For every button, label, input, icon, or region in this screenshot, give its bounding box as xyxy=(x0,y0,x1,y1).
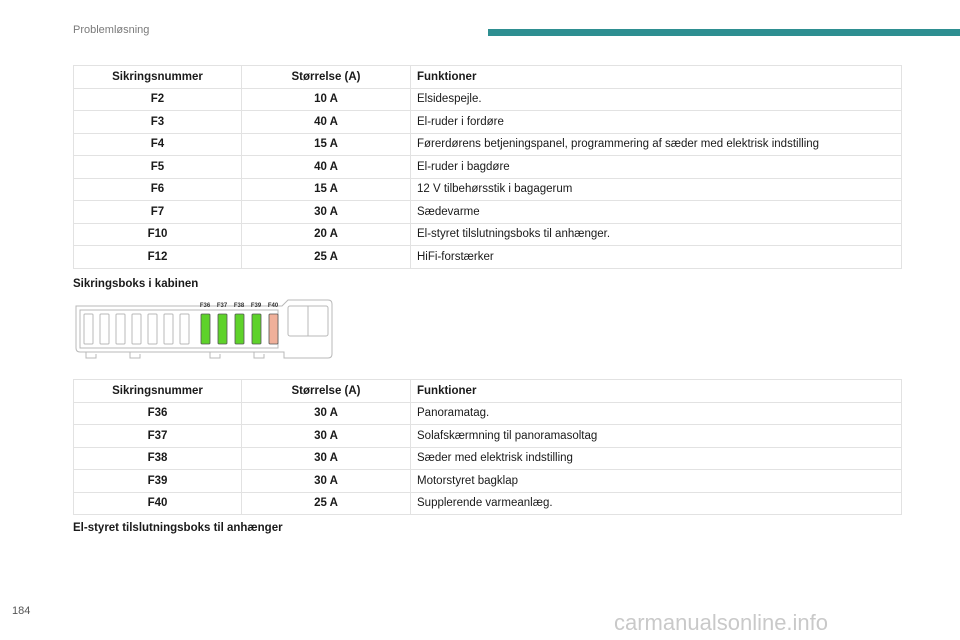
table-row: F6 15 A 12 V tilbehørsstik i bagagerum xyxy=(73,177,902,201)
fuse-function: Førerdørens betjeningspanel, programmeri… xyxy=(410,132,902,156)
fuse-label: F38 xyxy=(234,303,245,309)
fuse-number: F38 xyxy=(73,446,242,470)
fuse-table-cabin: Sikringsnummer Størrelse (A) Funktioner … xyxy=(73,379,902,515)
cabin-fusebox-diagram: F36 F37 F38 F39 F40 xyxy=(75,299,333,359)
fuse-label: F39 xyxy=(251,303,262,309)
fuse-number: F40 xyxy=(73,491,242,515)
table-row: F10 20 A El-styret tilslutningsboks til an… xyxy=(73,222,902,246)
fuse-size: 30 A xyxy=(241,446,411,470)
fuse-size: 10 A xyxy=(241,87,411,111)
fuse-number: F36 xyxy=(73,401,242,425)
fuse-label: F40 xyxy=(268,303,279,309)
fuse-function: Motorstyret bagklap xyxy=(410,469,902,493)
fuse-f40 xyxy=(268,313,279,345)
column-header: Sikringsnummer xyxy=(73,379,242,403)
watermark: carmanualsonline.info xyxy=(614,610,829,635)
fuse-function: HiFi-forstærker xyxy=(410,245,902,269)
table-row: F4 15 A Førerdørens betjeningspanel, progr… xyxy=(73,132,902,156)
table-row: F12 25 A HiFi-forstærker xyxy=(73,245,902,269)
fuse-number: F10 xyxy=(73,222,242,246)
table-row: F5 40 A El-ruder i bagdøre xyxy=(73,155,902,179)
fuse-f39 xyxy=(251,313,262,345)
fuse-function: Sædevarme xyxy=(410,200,902,224)
cabin-fusebox-heading: Sikringsboks i kabinen xyxy=(73,278,199,290)
fuse-function: 12 V tilbehørsstik i bagagerum xyxy=(410,177,902,201)
table-row: F36 30 A Panoramatag. xyxy=(73,401,902,425)
table-row: F7 30 A Sædevarme xyxy=(73,200,902,224)
fuse-label: F36 xyxy=(200,303,211,309)
fuse-function: Elsidespejle. xyxy=(410,87,902,111)
table-row: F38 30 A Sæder med elektrisk indstilling xyxy=(73,446,902,470)
fuse-size: 30 A xyxy=(241,469,411,493)
fuse-size: 15 A xyxy=(241,132,411,156)
fuse-size: 40 A xyxy=(241,155,411,179)
fuse-number: F5 xyxy=(73,155,242,179)
trailer-box-heading: El-styret tilslutningsboks til anhænger xyxy=(73,522,283,534)
fuse-function: El-ruder i fordøre xyxy=(410,110,902,134)
fuse-number: F39 xyxy=(73,469,242,493)
fuse-label: F37 xyxy=(217,303,228,309)
fuse-size: 25 A xyxy=(241,245,411,269)
table-row: F3 40 A El-ruder i fordøre xyxy=(73,110,902,134)
table-header-row: Sikringsnummer Størrelse (A) Funktioner xyxy=(73,379,902,403)
fuse-number: F7 xyxy=(73,200,242,224)
fuse-f37 xyxy=(217,313,228,345)
fuse-number: F3 xyxy=(73,110,242,134)
table-header-row: Sikringsnummer Størrelse (A) Funktioner xyxy=(73,65,902,89)
fusebox-outline xyxy=(75,299,333,359)
fuse-number: F12 xyxy=(73,245,242,269)
column-header: Funktioner xyxy=(410,65,902,89)
column-header: Størrelse (A) xyxy=(241,379,411,403)
fuse-size: 20 A xyxy=(241,222,411,246)
fuse-size: 30 A xyxy=(241,424,411,448)
fuse-number: F6 xyxy=(73,177,242,201)
fuse-function: El-ruder i bagdøre xyxy=(410,155,902,179)
section-title: Problemløsning xyxy=(73,24,150,36)
fuse-function: Supplerende varmeanlæg. xyxy=(410,491,902,515)
column-header: Funktioner xyxy=(410,379,902,403)
table-row: F2 10 A Elsidespejle. xyxy=(73,87,902,111)
column-header: Sikringsnummer xyxy=(73,65,242,89)
column-header: Størrelse (A) xyxy=(241,65,411,89)
fuse-highlighted xyxy=(200,313,279,345)
table-row: F40 25 A Supplerende varmeanlæg. xyxy=(73,491,902,515)
fuse-number: F37 xyxy=(73,424,242,448)
fuse-number: F4 xyxy=(73,132,242,156)
page-number: 184 xyxy=(12,605,31,617)
fuse-f36 xyxy=(200,313,211,345)
fuse-f38 xyxy=(234,313,245,345)
fuse-size: 30 A xyxy=(241,200,411,224)
fuse-size: 15 A xyxy=(241,177,411,201)
fuse-number: F2 xyxy=(73,87,242,111)
fuse-table-main: Sikringsnummer Størrelse (A) Funktioner … xyxy=(73,65,902,269)
fuse-function: Solafskærmning til panoramasoltag xyxy=(410,424,902,448)
table-row: F39 30 A Motorstyret bagklap xyxy=(73,469,902,493)
fuse-size: 30 A xyxy=(241,401,411,425)
header-accent-bar xyxy=(488,29,960,36)
fuse-size: 25 A xyxy=(241,491,411,515)
fuse-slots-empty xyxy=(83,313,190,345)
fuse-size: 40 A xyxy=(241,110,411,134)
fuse-function: Sæder med elektrisk indstilling xyxy=(410,446,902,470)
table-row: F37 30 A Solafskærmning til panoramasoltag xyxy=(73,424,902,448)
fuse-function: El-styret tilslutningsboks til anhænger. xyxy=(410,222,902,246)
fuse-function: Panoramatag. xyxy=(410,401,902,425)
